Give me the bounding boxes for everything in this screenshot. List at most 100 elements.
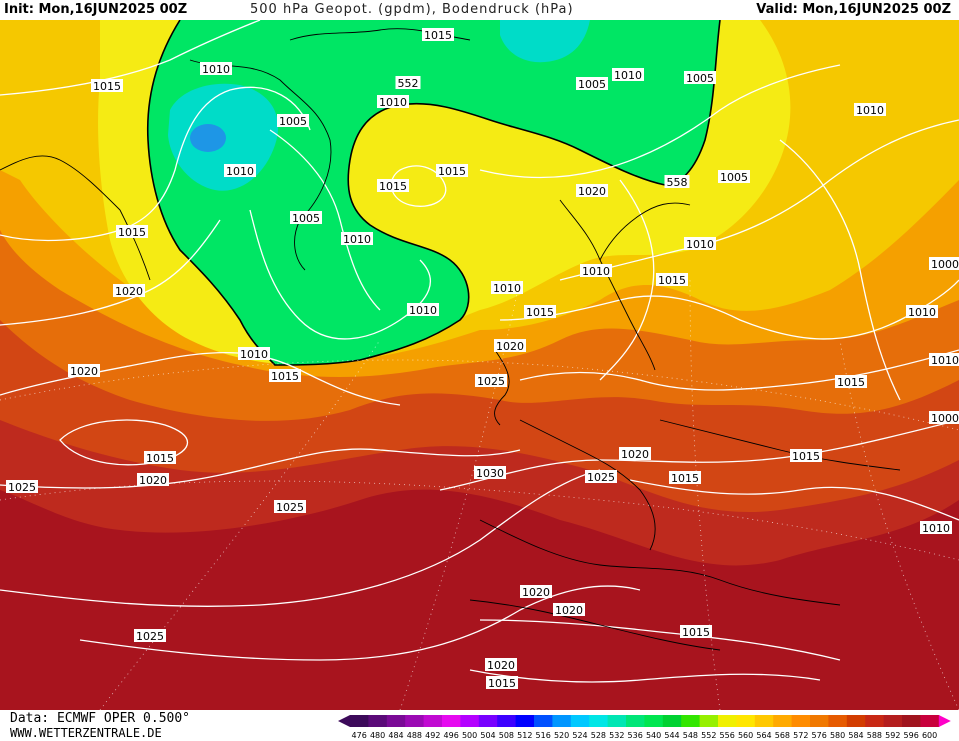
legend-tick-label: 516 [536,731,551,740]
legend-swatch [515,715,535,727]
legend-tick-label: 524 [572,731,587,740]
isobar-label: 1015 [377,179,409,193]
isobar-label: 1010 [906,305,938,319]
svg-text:1025: 1025 [477,375,505,388]
legend-swatch [460,715,480,727]
legend-tick-label: 596 [904,731,919,740]
legend-swatch [368,715,388,727]
svg-text:1005: 1005 [279,115,307,128]
svg-text:1020: 1020 [555,604,583,617]
svg-text:1015: 1015 [682,626,710,639]
legend-swatch [681,715,701,727]
legend-tick-label: 564 [756,731,771,740]
svg-text:1020: 1020 [70,365,98,378]
isobar-label: 1010 [854,103,886,117]
legend-tick-label: 572 [793,731,808,740]
isobar-label: 1020 [553,603,585,617]
svg-text:1015: 1015 [438,165,466,178]
isobar-label: 1010 [407,303,439,317]
isobar-label: 1015 [436,164,468,178]
isobar-label: 1010 [920,521,952,535]
legend-swatch [902,715,921,727]
svg-text:1015: 1015 [837,376,865,389]
field-green [147,20,721,365]
isobar-label: 1020 [494,339,526,353]
svg-text:1010: 1010 [931,354,959,367]
legend-swatch [570,715,590,727]
legend-left-arrow [338,715,350,727]
legend-swatch [386,715,406,727]
isobar-label: 1010 [238,347,270,361]
isobar-label: 1010 [224,164,256,178]
legend-tick-label: 568 [775,731,790,740]
legend-tick-label: 556 [720,731,735,740]
legend-tick-label: 476 [352,731,367,740]
legend-tick-label: 560 [738,731,753,740]
isobar-label: 1015 [656,273,688,287]
legend-bar [338,715,951,727]
isobar-label: 1015 [422,28,454,42]
isobar-label: 1020 [576,184,608,198]
legend-tick-label: 504 [480,731,495,740]
svg-text:1015: 1015 [93,80,121,93]
isobar-label: 1010 [491,281,523,295]
legend-swatch [589,715,609,727]
svg-text:1010: 1010 [379,96,407,109]
isobar-label: 1005 [718,170,750,184]
legend-swatch [423,715,443,727]
svg-text:1000: 1000 [931,412,959,425]
svg-text:1005: 1005 [686,72,714,85]
legend-tick-label: 512 [517,731,532,740]
legend-tick-label: 592 [885,731,900,740]
isobar-label: 1015 [790,449,822,463]
isobar-label: 558 [664,175,690,189]
svg-text:1025: 1025 [136,630,164,643]
legend-swatch [607,715,627,727]
isobar-label: 1015 [680,625,712,639]
isobar-label: 1005 [576,77,608,91]
graticule [0,279,959,710]
legend-swatch [846,715,866,727]
svg-text:552: 552 [398,77,419,90]
legend-tick-label: 528 [591,731,606,740]
svg-text:1010: 1010 [686,238,714,251]
svg-text:1010: 1010 [343,233,371,246]
legend-tick-label: 600 [922,731,937,740]
legend-swatch [920,715,940,727]
legend-swatch [405,715,425,727]
legend-tick-label: 548 [683,731,698,740]
field-low-inner-north [500,20,590,63]
legend-swatch [552,715,572,727]
svg-text:1010: 1010 [493,282,521,295]
data-source: Data: ECMWF OPER 0.500° [10,711,191,726]
isobar-label: 1020 [619,447,651,461]
svg-text:1020: 1020 [621,448,649,461]
isobar-label: 1030 [474,466,506,480]
svg-text:1015: 1015 [671,472,699,485]
legend-tick-label: 544 [664,731,679,740]
legend-tick-label: 576 [812,731,827,740]
svg-text:1010: 1010 [240,348,268,361]
legend-tick-label: 508 [499,731,514,740]
svg-text:1020: 1020 [522,586,550,599]
svg-text:1010: 1010 [922,522,950,535]
svg-text:1005: 1005 [720,171,748,184]
legend-swatch [699,715,719,727]
svg-text:1010: 1010 [614,69,642,82]
isobar-label: 1025 [585,470,617,484]
isobar-label: 1020 [485,658,517,672]
isobars [0,20,959,683]
isobar-label: 1015 [835,375,867,389]
legend-swatch [534,715,553,727]
legend-tick-label: 496 [444,731,459,740]
isobar-label: 1015 [486,676,518,690]
isobar-label: 1005 [290,211,322,225]
svg-text:1020: 1020 [578,185,606,198]
isobar-label: 1015 [269,369,301,383]
legend-tick-label: 540 [646,731,661,740]
isobar-label: 552 [395,76,421,90]
svg-text:1010: 1010 [582,265,610,278]
